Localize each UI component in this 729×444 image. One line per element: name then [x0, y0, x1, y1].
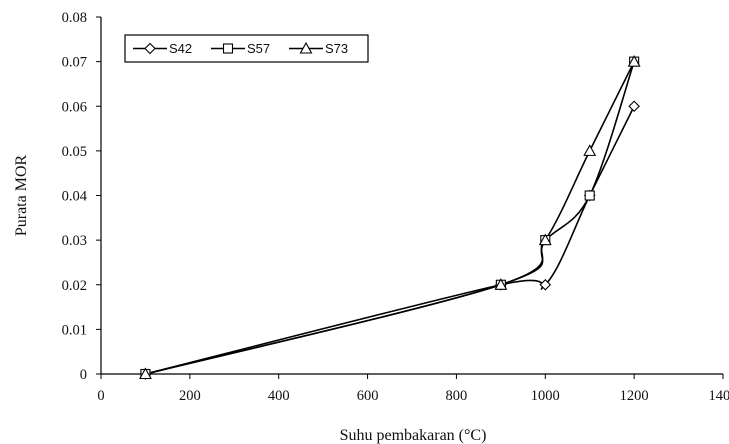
y-tick-label: 0.06: [62, 99, 87, 115]
legend-marker-s73: [299, 41, 313, 54]
y-tick-label: 0.01: [62, 322, 87, 338]
legend-label-s57: S57: [247, 41, 270, 56]
x-tick-label: 200: [179, 388, 201, 404]
series-markers: [138, 54, 641, 380]
series-line-s42: [145, 105, 635, 375]
data-point-s73: [138, 367, 152, 380]
x-axis-title: Suhu pembakaran (°C): [340, 427, 487, 444]
x-tick-label: 400: [268, 388, 290, 404]
data-point-s73: [627, 54, 641, 67]
y-tick-label: 0.07: [62, 55, 87, 71]
x-tick-label: 0: [97, 388, 104, 404]
data-point-s73: [494, 278, 508, 290]
data-point-s42: [628, 100, 640, 113]
data-point-s42: [539, 278, 552, 291]
legend-label-s73: S73: [325, 41, 348, 56]
y-axis-title-group: Purata MOR: [13, 155, 30, 237]
legend-label-s42: S42: [169, 41, 192, 56]
data-point-s73: [583, 144, 597, 156]
series-lines: [145, 61, 635, 375]
data-point-s73: [538, 233, 552, 246]
y-axis-title: Purata MOR: [13, 155, 30, 237]
series-line-s57: [145, 61, 635, 375]
legend-marker-s57: [222, 43, 234, 54]
legend: S42 S57 S73: [124, 34, 369, 63]
data-point-s57: [584, 190, 595, 201]
legend-marker-s42: [144, 42, 156, 55]
y-tick-label: 0.04: [62, 189, 88, 205]
y-tick-label: 0.08: [62, 10, 87, 26]
y-ticks: 0 0.01 0.02 0.03 0.04 0.05 0.06 0.07 0.08: [62, 10, 101, 383]
x-tick-label: 1000: [531, 388, 560, 404]
x-tick-label: 800: [446, 388, 468, 404]
y-tick-label: 0.02: [62, 278, 87, 294]
y-tick-label: 0: [80, 367, 87, 383]
y-tick-label: 0.03: [62, 233, 87, 249]
x-tick-label: 1200: [620, 388, 649, 404]
x-tick-label: 600: [357, 388, 379, 404]
y-tick-label: 0.05: [62, 144, 87, 160]
series-line-s73: [145, 61, 635, 375]
